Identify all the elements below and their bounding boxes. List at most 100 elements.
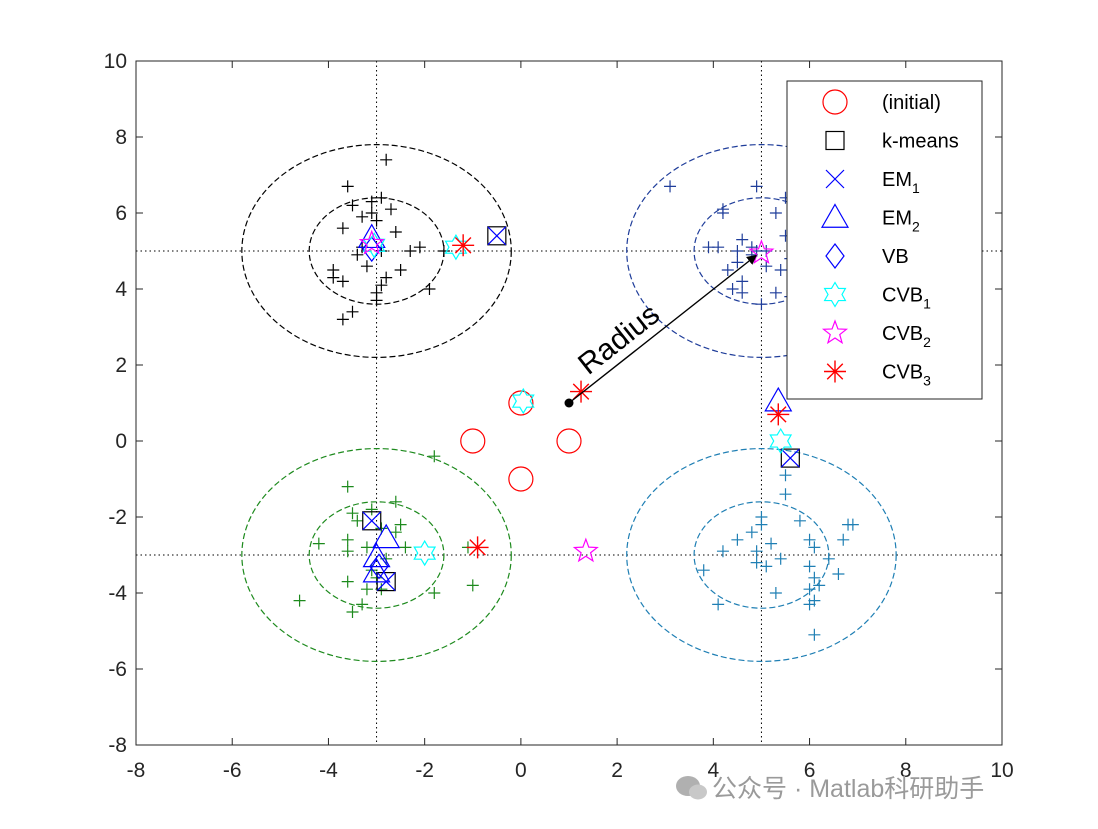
- data-point: [769, 286, 782, 299]
- cvb2-marker: [572, 537, 599, 563]
- cvb3-marker: [570, 380, 593, 403]
- cvb1-marker: [413, 539, 437, 567]
- legend-box: [786, 80, 983, 400]
- data-point: [360, 260, 373, 273]
- data-point: [755, 298, 768, 311]
- legend-initial-label: (initial): [882, 92, 941, 114]
- em2-marker: [372, 523, 401, 549]
- y-tick-label: -2: [108, 506, 127, 529]
- data-point: [808, 594, 821, 607]
- cluster-ellipse: [308, 501, 445, 609]
- data-point: [293, 594, 306, 607]
- estimate-markers: [357, 223, 800, 592]
- data-point: [370, 214, 383, 227]
- data-point: [760, 560, 773, 573]
- legend-vb-icon: [825, 243, 845, 269]
- cvb3-marker: [466, 536, 489, 559]
- data-point: [384, 203, 397, 216]
- data-point: [365, 195, 378, 208]
- cvb2-marker: [358, 229, 385, 255]
- data-point: [808, 541, 821, 554]
- em2-marker: [362, 557, 391, 583]
- data-point: [341, 575, 354, 588]
- data-point: [399, 541, 412, 554]
- legend-vb-label: VB: [882, 246, 909, 268]
- legend-cvb3-icon: [824, 360, 846, 383]
- y-tick-label: 10: [104, 50, 127, 73]
- data-point: [341, 480, 354, 493]
- y-tick-label: 2: [115, 354, 127, 377]
- cvb3-marker: [452, 234, 475, 257]
- data-point: [413, 241, 426, 254]
- y-tick-label: -8: [108, 734, 127, 757]
- data-point: [389, 495, 402, 508]
- x-tick-label: -8: [127, 759, 146, 782]
- data-point: [736, 233, 749, 246]
- data-point: [803, 533, 816, 546]
- data-point: [664, 180, 677, 193]
- y-tick-label: 6: [115, 202, 127, 225]
- data-point: [365, 207, 378, 219]
- data-point: [428, 450, 441, 463]
- y-tick-label: 0: [115, 430, 127, 453]
- y-tick-label: 8: [115, 126, 127, 149]
- data-point: [808, 628, 821, 641]
- cvb2-marker: [748, 239, 775, 265]
- data-point: [351, 514, 364, 527]
- initial-marker: [508, 466, 534, 492]
- vb-marker: [361, 236, 382, 263]
- data-point: [389, 526, 402, 539]
- x-tick-label: -4: [319, 759, 338, 782]
- data-point: [356, 210, 369, 223]
- data-point: [769, 587, 782, 599]
- initial-marker: [460, 428, 486, 454]
- data-point: [779, 488, 792, 501]
- legend-cvb1-icon: [823, 281, 847, 308]
- watermark: 公众号 · Matlab科研助手: [712, 775, 984, 803]
- data-point: [750, 180, 763, 193]
- data-point: [356, 598, 369, 611]
- x-tick-label: 8: [900, 759, 912, 782]
- em2-marker: [357, 223, 386, 249]
- data-point: [394, 518, 407, 531]
- cvb1-marker: [511, 387, 535, 415]
- data-point: [716, 207, 729, 219]
- radius-annotation: Radius: [564, 254, 758, 408]
- y-tick-label: 4: [115, 278, 127, 301]
- data-point: [813, 579, 826, 592]
- data-point: [380, 271, 393, 284]
- y-tick-label: -4: [108, 582, 127, 605]
- kmeans-marker: [780, 448, 800, 468]
- legend-em2-icon: [820, 203, 850, 228]
- data-point: [341, 545, 354, 558]
- x-tick-label: 6: [804, 759, 816, 782]
- initial-marker: [556, 428, 582, 454]
- data-point: [731, 245, 744, 257]
- legend-initial-icon: [822, 89, 848, 115]
- data-point: [769, 207, 782, 219]
- data-point: [380, 153, 393, 166]
- radius-label: Radius: [572, 298, 666, 382]
- data-point: [846, 518, 859, 531]
- data-point: [346, 199, 359, 212]
- center-guides: [136, 61, 1002, 745]
- x-tick-label: 4: [707, 759, 719, 782]
- x-tick-label: 0: [515, 759, 527, 782]
- data-point: [336, 275, 349, 288]
- data-point: [721, 264, 734, 276]
- data-point: [336, 313, 349, 326]
- data-point: [351, 248, 364, 261]
- legend-cvb2-icon: [821, 319, 849, 345]
- data-point: [423, 283, 436, 295]
- data-point: [750, 556, 763, 569]
- em1-marker: [780, 448, 800, 468]
- data-point: [394, 264, 407, 276]
- data-point: [808, 571, 821, 584]
- data-point: [341, 533, 354, 546]
- data-point: [375, 279, 388, 292]
- legend-kmeans-label: k-means: [882, 131, 959, 153]
- data-point: [346, 606, 359, 618]
- data-point: [312, 537, 325, 550]
